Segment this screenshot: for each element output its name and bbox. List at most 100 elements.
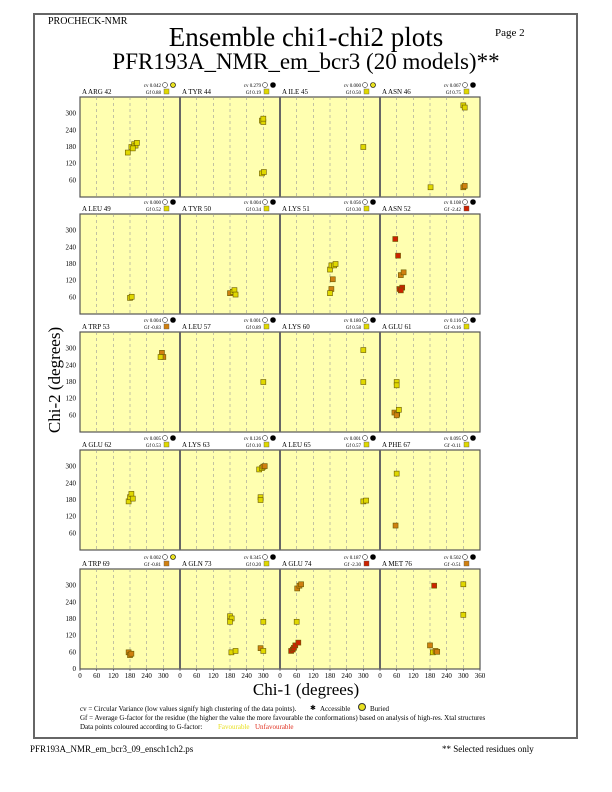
residue-panel: A TYR 50 cv 0.004 Gf 0.34: [182, 199, 276, 298]
y-tick-label: 240: [66, 243, 77, 251]
cv-value: cv 0.002: [144, 556, 162, 561]
data-point: [261, 463, 268, 469]
cv-clock-icon: [162, 435, 168, 441]
data-point: [295, 639, 302, 646]
data-point: [392, 522, 399, 529]
residue-label: A GLU 62: [82, 441, 112, 449]
gf-value: Gf 0.88: [146, 91, 162, 96]
residue-panel: A LYS 60 cv 0.180 Gf 0.58: [282, 317, 376, 385]
data-point: [157, 354, 164, 360]
cv-clock-icon: [362, 82, 368, 88]
y-tick-label: 180: [66, 378, 77, 386]
cv-clock-icon: [362, 435, 368, 441]
data-point: [332, 261, 339, 267]
data-point: [398, 287, 404, 294]
gf-colour-swatch: [463, 88, 470, 95]
accessible-icon: [370, 435, 376, 441]
y-tick-label: 240: [66, 126, 77, 134]
accessible-icon: [270, 82, 276, 88]
cv-value: cv 0.345: [244, 556, 262, 561]
buried-icon: [170, 554, 176, 560]
chart-title: Ensemble chi1-chi2 plots: [168, 22, 444, 52]
cv-value: cv 0.067: [444, 84, 462, 89]
residue-label: A GLN 73: [182, 560, 212, 568]
data-point: [124, 149, 131, 156]
x-tick-label: 300: [458, 672, 469, 680]
legend-favourable: Favourable: [218, 723, 250, 731]
cv-clock-icon: [462, 199, 468, 205]
gf-value: Gf -2.30: [344, 563, 361, 568]
y-tick-label: 120: [66, 277, 77, 285]
gf-colour-swatch: [463, 441, 470, 448]
data-point: [434, 648, 441, 655]
data-point: [360, 347, 367, 353]
x-tick-label: 300: [258, 672, 269, 680]
y-tick-label: 120: [66, 513, 77, 521]
residue-label: A ASN 52: [382, 205, 411, 213]
gf-colour-swatch: [163, 323, 170, 330]
x-tick-label: 120: [308, 672, 319, 680]
gf-colour-swatch: [363, 88, 370, 95]
y-tick-label: 120: [66, 632, 77, 640]
gf-colour-swatch: [263, 441, 270, 448]
gf-colour-swatch: [463, 205, 470, 212]
accessible-icon: [370, 199, 376, 205]
residue-panel: A LYS 51 cv 0.056 Gf 0.30: [282, 199, 376, 296]
residue-panel: A TYR 44 cv 0.279 Gf 0.19: [182, 82, 276, 177]
x-tick-label: 180: [125, 672, 136, 680]
cv-value: cv 0.001: [244, 319, 262, 324]
page-number: Page 2: [495, 27, 525, 39]
y-tick-label: 240: [66, 361, 77, 369]
data-point: [329, 276, 336, 283]
residue-label: A LEU 57: [182, 323, 211, 331]
accessible-icon: [270, 317, 276, 323]
gf-colour-swatch: [263, 88, 270, 95]
cv-clock-icon: [262, 199, 268, 205]
accessible-icon: [170, 317, 176, 323]
residue-label: A LYS 51: [282, 205, 310, 213]
accessible-icon: ✱: [310, 704, 316, 712]
x-tick-label: 0: [378, 672, 382, 680]
y-tick-label: 240: [66, 598, 77, 606]
accessible-icon: [470, 317, 476, 323]
cv-clock-icon: [362, 199, 368, 205]
legend-colour: Data points coloured according to G-fact…: [80, 723, 203, 731]
footer-note: ** Selected residues only: [442, 744, 534, 754]
footer-filename: PFR193A_NMR_em_bcr3_09_ensch1ch2.ps: [30, 744, 194, 754]
residue-label: A TYR 44: [182, 88, 212, 96]
data-point: [232, 291, 239, 298]
data-point: [461, 104, 468, 111]
buried-icon: [370, 82, 376, 88]
gf-value: Gf 0.53: [146, 444, 162, 449]
accessible-icon: [370, 317, 376, 323]
cv-clock-icon: [162, 317, 168, 323]
cv-value: cv 0.056: [344, 201, 362, 206]
cv-clock-icon: [362, 554, 368, 560]
cv-clock-icon: [462, 82, 468, 88]
residue-label: A TYR 50: [182, 205, 212, 213]
residue-label: A LYS 63: [182, 441, 210, 449]
gf-colour-swatch: [463, 323, 470, 330]
accessible-icon: [270, 435, 276, 441]
gf-value: Gf 0.34: [246, 208, 262, 213]
residue-panel: A MET 76 cv 0.502 Gf -0.51: [382, 554, 476, 656]
residue-label: A TRP 53: [82, 323, 110, 331]
gf-value: Gf -0.11: [444, 444, 461, 449]
data-point: [257, 497, 264, 503]
gf-colour-swatch: [163, 560, 170, 567]
gf-value: Gf -0.81: [144, 563, 161, 568]
data-point: [461, 183, 468, 189]
x-tick-label: 360: [475, 672, 486, 680]
gf-colour-swatch: [363, 441, 370, 448]
accessible-icon: [470, 554, 476, 560]
data-point: [393, 470, 400, 477]
gf-value: Gf 0.57: [346, 444, 362, 449]
residue-panel: A LEU 65 cv 0.001 Gf 0.57: [282, 435, 376, 505]
y-tick-label: 300: [66, 345, 77, 353]
residue-panel: A ARG 42 cv 0.042 Gf 0.88: [82, 82, 176, 156]
x-tick-label: 120: [108, 672, 119, 680]
x-tick-label: 0: [78, 672, 82, 680]
data-point: [227, 618, 233, 625]
data-point: [260, 618, 267, 625]
